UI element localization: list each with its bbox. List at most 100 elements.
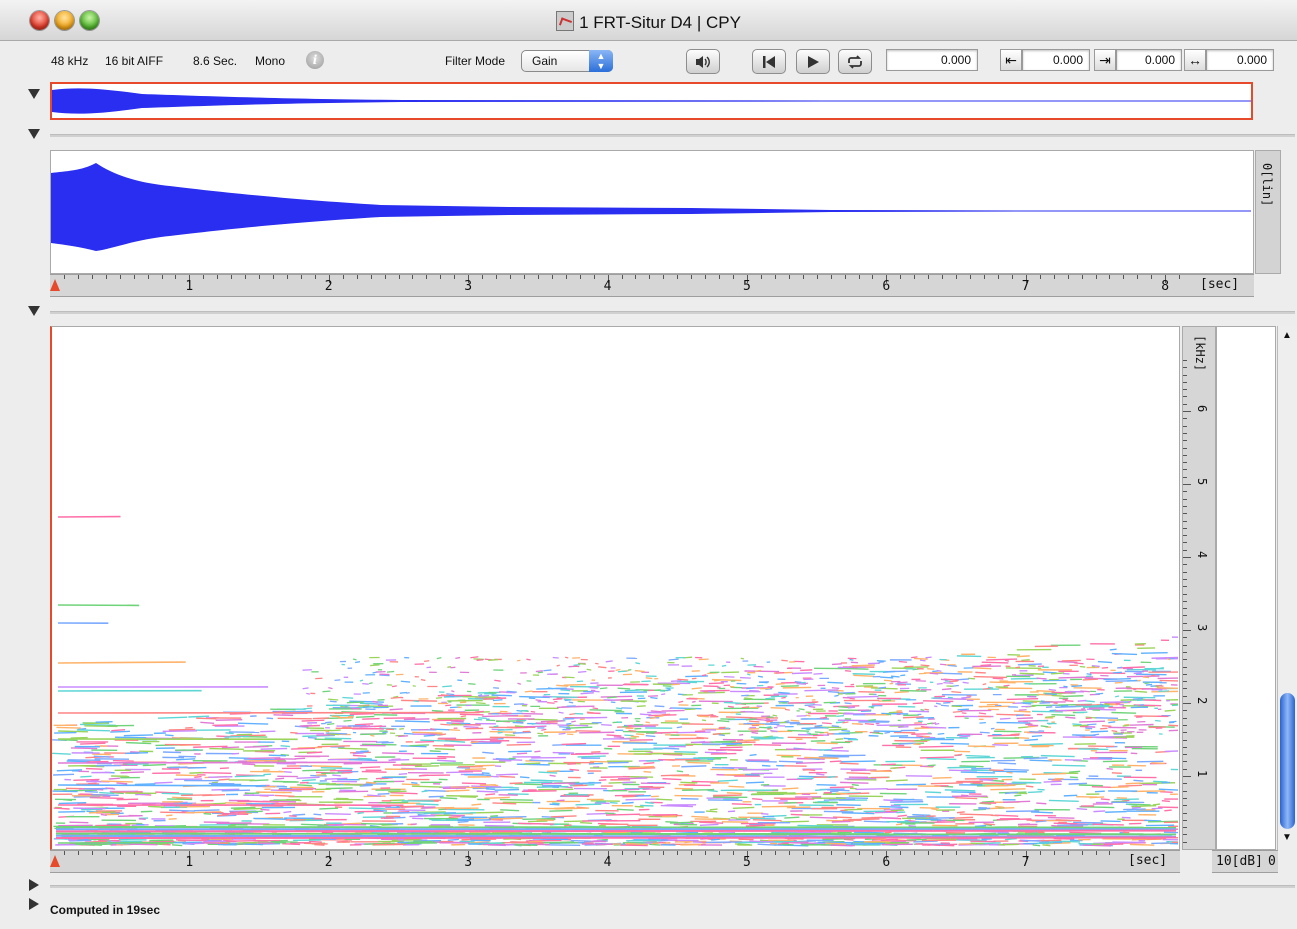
partial-track <box>622 725 629 728</box>
frequency-minor-tick <box>1183 615 1187 617</box>
partial-track <box>483 697 495 701</box>
partial-track <box>348 807 385 810</box>
frequency-minor-tick <box>1183 630 1191 631</box>
partial-track <box>906 838 927 841</box>
rewind-to-start-button[interactable] <box>752 49 786 74</box>
filter-mode-select[interactable]: Gain ▲ ▼ <box>521 50 613 72</box>
partial-track <box>403 732 414 735</box>
partial-track <box>853 831 884 834</box>
partial-track <box>1005 837 1017 841</box>
partial-track <box>978 807 991 810</box>
partial-track <box>880 676 894 679</box>
scroll-down-icon[interactable]: ▼ <box>1282 832 1292 843</box>
partial-track <box>736 739 760 742</box>
waveform-panel[interactable] <box>50 150 1254 274</box>
scroll-thumb[interactable] <box>1280 693 1295 829</box>
disclosure-triangle-spectrogram[interactable] <box>28 306 40 316</box>
partial-track <box>712 766 735 769</box>
play-position-field[interactable]: 0.000 <box>886 49 978 71</box>
disclosure-triangle-status[interactable] <box>29 898 39 910</box>
partial-track <box>884 679 892 682</box>
disclosure-triangle-collapsed[interactable] <box>29 879 39 891</box>
spectrogram-time-minor-tick <box>440 851 442 855</box>
partial-track <box>328 733 340 736</box>
selection-start-field[interactable]: 0.000 <box>1022 49 1090 71</box>
partial-track <box>1006 697 1039 701</box>
partial-track <box>737 841 765 844</box>
partial-track <box>1078 784 1103 787</box>
scroll-up-icon[interactable]: ▲ <box>1282 330 1292 341</box>
partial-track <box>701 674 707 677</box>
partial-track <box>833 816 852 819</box>
play-button[interactable] <box>796 49 830 74</box>
partial-track <box>755 669 762 672</box>
partial-track <box>1095 692 1104 695</box>
speaker-button[interactable] <box>686 49 720 74</box>
partial-track <box>540 720 564 723</box>
disclosure-triangle-overview[interactable] <box>28 89 40 99</box>
waveform-time-unit-label: [sec] <box>1200 277 1240 292</box>
partial-track <box>752 798 763 801</box>
spectrogram-time-minor-tick <box>886 851 888 859</box>
partial-track <box>360 733 387 736</box>
partial-track <box>605 812 616 815</box>
selection-length-field[interactable]: 0.000 <box>1206 49 1274 71</box>
partial-track <box>691 815 709 819</box>
partial-track <box>1086 673 1092 676</box>
partial-track <box>355 661 361 664</box>
info-icon[interactable]: i <box>306 51 324 69</box>
partial-track <box>302 734 335 738</box>
partial-track <box>349 700 384 703</box>
vertical-scrollbar[interactable]: ▲ ▼ <box>1277 326 1297 850</box>
partial-track <box>701 719 707 722</box>
waveform-time-ruler[interactable]: 1 2 3 4 5 6 7 8 [sec] <box>50 274 1254 297</box>
partial-track <box>355 715 375 719</box>
partial-track <box>631 700 643 703</box>
partial-track <box>1003 684 1010 687</box>
spectrogram-panel[interactable] <box>50 326 1180 850</box>
frequency-minor-tick <box>1183 797 1187 799</box>
partial-track <box>780 820 809 823</box>
partial-track <box>1018 726 1029 729</box>
close-window-button[interactable] <box>30 11 49 30</box>
partial-track <box>1079 665 1086 668</box>
partial-track <box>772 714 778 717</box>
partial-track <box>108 777 120 780</box>
partial-track <box>858 690 885 694</box>
minimize-window-button[interactable] <box>55 11 74 30</box>
partial-track <box>765 697 775 700</box>
partial-track <box>478 717 487 720</box>
zoom-window-button[interactable] <box>80 11 99 30</box>
partial-track <box>346 701 364 704</box>
partial-track <box>76 839 89 842</box>
partial-track <box>1091 664 1100 668</box>
frequency-tick-label: 2 <box>1195 697 1209 705</box>
waveform-time-tick-label: 8 <box>1161 279 1170 294</box>
partial-track <box>567 762 576 765</box>
spectrogram-time-ruler[interactable]: 1 2 3 4 5 6 7 [sec] <box>50 850 1180 873</box>
partial-track <box>731 803 752 806</box>
waveform-time-tick-label: 6 <box>882 279 891 294</box>
frequency-minor-tick <box>1183 644 1187 646</box>
disclosure-triangle-waveform[interactable] <box>28 129 40 139</box>
partial-track <box>260 747 288 750</box>
partial-track <box>390 696 402 699</box>
partial-track <box>980 664 992 667</box>
frequency-minor-tick <box>1183 724 1187 726</box>
partial-track <box>113 759 134 762</box>
partial-track <box>710 714 717 717</box>
partial-track <box>627 765 655 769</box>
selection-end-field[interactable]: 0.000 <box>1116 49 1182 71</box>
partial-track <box>333 798 364 801</box>
frequency-minor-tick <box>1183 695 1187 697</box>
loop-button[interactable] <box>838 49 872 74</box>
partial-track <box>512 721 524 724</box>
waveform-time-minor-tick <box>217 275 219 279</box>
partial-track <box>1171 703 1178 706</box>
partial-track <box>645 677 653 680</box>
partial-track <box>800 669 813 672</box>
overview-waveform[interactable] <box>50 82 1253 120</box>
partial-track <box>911 656 918 659</box>
partial-track <box>80 775 92 778</box>
partial-track <box>778 760 803 763</box>
